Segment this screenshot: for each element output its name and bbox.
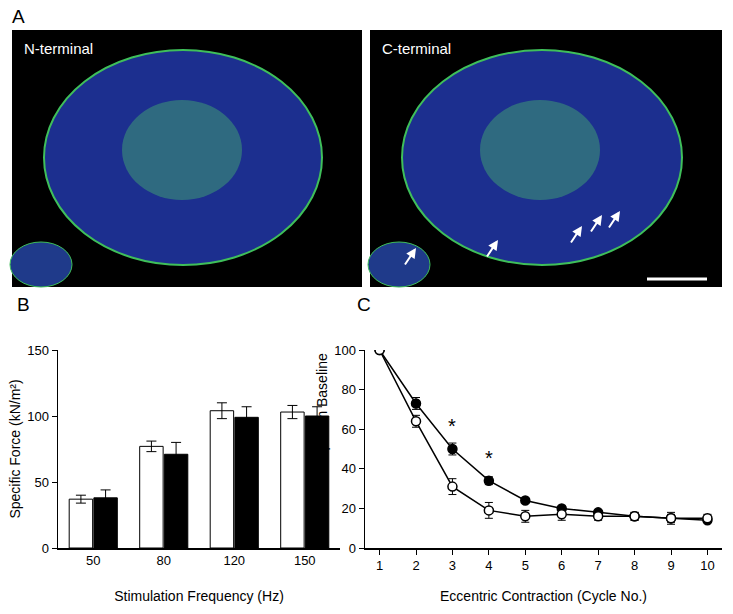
svg-text:6: 6 [558,558,565,573]
svg-text:C-terminal: C-terminal [382,40,451,57]
svg-text:Stimulation Frequency (Hz): Stimulation Frequency (Hz) [114,588,284,604]
svg-text:*: * [485,447,493,469]
svg-text:N-terminal: N-terminal [24,40,93,57]
svg-text:150: 150 [27,343,49,358]
svg-text:80: 80 [341,382,355,397]
svg-text:1: 1 [376,558,383,573]
svg-text:0: 0 [349,541,356,556]
svg-text:Eccentric Contraction (Cycle N: Eccentric Contraction (Cycle No.) [440,588,647,604]
svg-text:*: * [448,415,456,437]
svg-text:50: 50 [34,475,48,490]
svg-text:5: 5 [522,558,529,573]
svg-text:4: 4 [485,558,492,573]
svg-text:60: 60 [341,422,355,437]
svg-text:10: 10 [700,558,714,573]
svg-text:20: 20 [341,501,355,516]
svg-text:8: 8 [631,558,638,573]
svg-text:80: 80 [157,553,171,568]
svg-text:50: 50 [86,553,100,568]
svg-text:100: 100 [334,343,356,358]
svg-text:150: 150 [294,553,316,568]
svg-text:C: C [357,294,371,315]
svg-text:A: A [12,6,25,27]
svg-text:2: 2 [412,558,419,573]
svg-text:9: 9 [667,558,674,573]
svg-text:% of Force Drop from Baseline: % of Force Drop from Baseline [314,353,330,545]
svg-text:Specific Force (kN/m²): Specific Force (kN/m²) [7,379,23,518]
svg-text:7: 7 [595,558,602,573]
svg-text:B: B [17,294,30,315]
svg-text:120: 120 [223,553,245,568]
svg-text:100: 100 [27,409,49,424]
svg-text:40: 40 [341,461,355,476]
svg-text:3: 3 [449,558,456,573]
svg-text:0: 0 [42,541,49,556]
